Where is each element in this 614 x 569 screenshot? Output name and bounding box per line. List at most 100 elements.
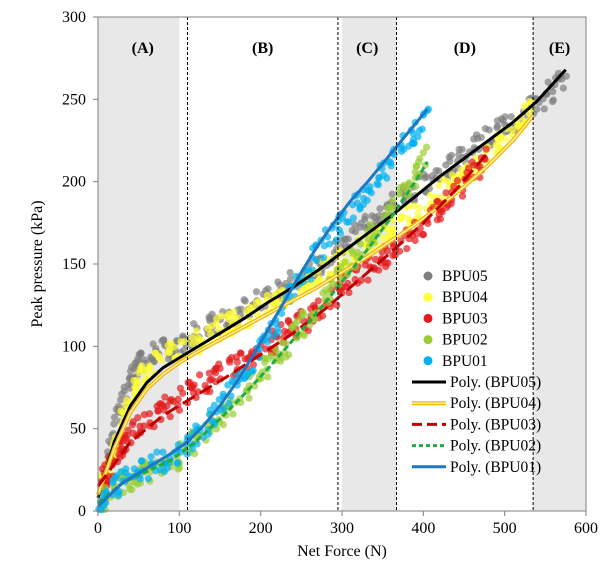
x-tick-label: 500	[493, 520, 517, 537]
data-point	[245, 394, 253, 402]
legend-marker	[423, 356, 433, 366]
data-point	[206, 314, 215, 322]
data-point	[509, 125, 517, 134]
data-point	[349, 214, 357, 222]
data-point	[304, 327, 312, 335]
y-tick-label: 0	[78, 503, 86, 520]
data-point	[210, 401, 218, 409]
dividers-layer	[186, 17, 534, 511]
trend-line-2-inner	[97, 115, 534, 495]
data-point	[220, 404, 228, 413]
data-point	[387, 162, 395, 170]
legend-item-9: Poly. (BPU02)	[412, 438, 541, 455]
data-point	[364, 276, 372, 284]
data-point	[403, 244, 411, 253]
data-point	[482, 145, 490, 153]
data-point	[400, 145, 408, 153]
data-point	[312, 257, 321, 265]
data-point	[419, 230, 428, 239]
data-point	[237, 305, 245, 313]
legend-item-6: Poly. (BPU05)	[412, 374, 541, 391]
data-point	[390, 225, 398, 233]
data-point	[419, 149, 427, 157]
data-point	[286, 275, 294, 283]
region-label-4: (D)	[454, 40, 476, 57]
data-point	[412, 162, 421, 170]
data-point	[165, 348, 173, 357]
legend-label: BPU04	[442, 289, 488, 306]
data-point	[174, 395, 182, 403]
data-point	[190, 320, 198, 328]
legend-label: Poly. (BPU01)	[450, 459, 541, 476]
data-point	[243, 371, 251, 379]
data-point	[492, 141, 500, 149]
regions-layer: (A) (B) (C) (D) (E)	[98, 17, 586, 511]
data-point	[280, 327, 289, 335]
data-point	[147, 453, 155, 461]
data-point	[540, 105, 548, 113]
data-point	[229, 308, 237, 316]
trend-line-3	[96, 151, 490, 488]
data-point	[170, 343, 178, 351]
data-point	[252, 288, 261, 296]
data-point	[175, 406, 184, 414]
data-point	[137, 457, 145, 465]
data-point	[136, 475, 144, 483]
data-point	[115, 491, 123, 500]
data-point	[264, 373, 272, 381]
data-point	[336, 229, 345, 237]
data-point	[212, 320, 221, 328]
data-point	[485, 126, 493, 134]
data-point	[274, 328, 282, 337]
y-tick-label: 150	[62, 256, 86, 273]
legend-item-3: BPU03	[423, 310, 488, 327]
legend-item-4: BPU02	[423, 332, 488, 349]
data-point	[241, 297, 249, 305]
data-point	[233, 358, 241, 366]
region-label-3: (C)	[356, 40, 378, 57]
legend-label: Poly. (BPU02)	[450, 438, 541, 455]
data-point	[129, 429, 137, 437]
data-point	[281, 349, 289, 357]
data-point	[366, 183, 374, 191]
data-point	[379, 234, 388, 242]
data-point	[447, 151, 456, 159]
data-point	[184, 379, 192, 387]
data-point	[533, 105, 541, 113]
data-point	[319, 289, 327, 297]
data-point	[118, 390, 126, 398]
legend-label: BPU03	[442, 310, 488, 327]
data-point	[164, 342, 172, 350]
data-point	[319, 254, 328, 262]
data-point	[159, 448, 167, 456]
data-point	[507, 113, 515, 121]
data-point	[195, 334, 203, 342]
data-point	[299, 330, 307, 338]
data-point	[122, 465, 130, 473]
data-point	[337, 263, 345, 271]
data-point	[559, 84, 567, 92]
data-point	[382, 262, 390, 271]
data-point	[250, 382, 259, 390]
data-point	[264, 285, 272, 293]
data-point	[345, 288, 353, 297]
region-label-5: (E)	[549, 40, 570, 57]
data-point	[166, 412, 174, 421]
data-point	[435, 167, 443, 175]
data-point	[404, 182, 413, 190]
data-point	[357, 276, 365, 284]
data-point	[375, 266, 383, 274]
data-point	[248, 367, 256, 375]
data-point	[384, 204, 392, 212]
data-point	[477, 133, 485, 142]
data-point	[276, 281, 284, 289]
data-point	[153, 448, 161, 456]
x-tick-label: 200	[249, 520, 273, 537]
data-point	[299, 308, 307, 316]
data-point	[411, 236, 419, 245]
data-point	[157, 356, 166, 364]
data-point	[145, 410, 154, 418]
data-point	[143, 373, 151, 381]
x-tick-label: 0	[94, 520, 102, 537]
